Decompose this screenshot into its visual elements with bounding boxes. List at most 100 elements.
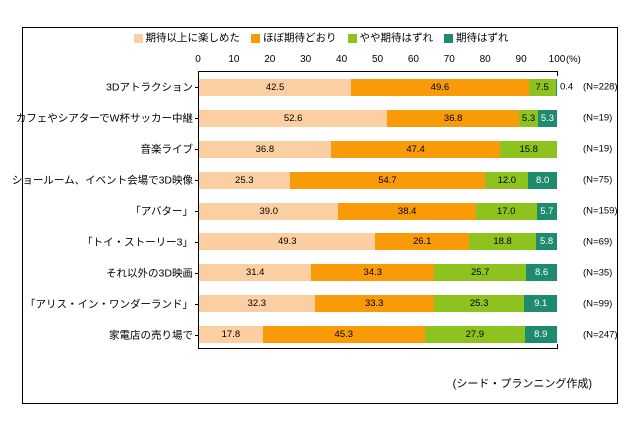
bar-segment: 5.7 (536, 202, 557, 220)
sample-size-label: (N=19) (583, 112, 613, 124)
sample-size-label: (N=69) (583, 236, 613, 248)
y-axis-tick (195, 303, 199, 305)
bar-segment: 18.8 (468, 233, 537, 251)
bar-segment: 8.9 (524, 326, 557, 344)
sample-size-label: (N=159) (583, 205, 618, 217)
category-label: ショールーム、イベント会場で3D映像 (11, 174, 193, 187)
sample-size-label: (N=99) (583, 298, 613, 310)
bar-segment: 17.8 (199, 326, 263, 344)
chart-bar-row: 「トイ・ストーリー3」 49.3 26.1 18.8 5.8 (N=69) (82, 233, 612, 251)
x-axis-tick-label: 40 (336, 54, 348, 65)
bar-segment-value: 8.0 (536, 174, 550, 186)
x-axis-tick-label: 60 (407, 54, 419, 65)
category-label: カフェやシアターでW杯サッカー中継 (15, 112, 193, 125)
chart-bar-row: 「アリス・イン・ワンダーランド」 32.3 33.3 25.3 9.1 (N=99) (25, 295, 612, 313)
y-axis-tick (195, 334, 199, 336)
square-swatch-icon (133, 33, 143, 43)
category-label: 家電店の売り場で (109, 329, 193, 342)
chart-bar-row: 音楽ライブ 36.8 47.4 15.8 (N=19) (141, 140, 612, 158)
stacked-bar: 32.3 33.3 25.3 9.1 (199, 295, 557, 313)
bar-segment: 34.3 (311, 264, 435, 282)
chart-frame: 期待以上に楽しめた ほぼ期待どおり やや期待はずれ 期待はずれ 0 10 20 30 40 50… (12, 27, 619, 404)
bar-segment: 5.3 (538, 109, 557, 127)
category-label: それ以外の3D映画 (106, 267, 193, 280)
chart-legend: 期待以上に楽しめた ほぼ期待どおり やや期待はずれ 期待はずれ (23, 33, 619, 44)
chart-bar-row: 3Dアトラクション 0.4 42.5 49.6 7.5 (N=228) (106, 78, 618, 96)
legend-label: ほぼ期待どおり (263, 32, 337, 44)
bar-segment: 42.5 (199, 78, 352, 96)
bar-segment: 36.8 (387, 109, 520, 127)
bar-segment-value: 8.9 (534, 329, 548, 341)
bar-segment-value: 8.6 (534, 267, 549, 279)
y-axis-tick (195, 272, 199, 274)
x-axis-ticks: 0 10 20 30 40 50 60 70 80 90 100 (%) (23, 54, 619, 68)
bar-segment: 32.3 (199, 295, 315, 313)
bar-segment-value: 52.6 (283, 112, 303, 124)
chart-bar-row: それ以外の3D映画 31.4 34.3 25.7 8.6 (N=35) (106, 264, 612, 282)
bar-segment: 8.6 (526, 264, 557, 282)
x-axis-tick-label: 0 (195, 54, 201, 65)
bar-segment: 15.8 (500, 140, 557, 158)
bar-segment-value: 33.3 (364, 298, 384, 310)
bar-segment: 12.0 (485, 171, 529, 189)
bar-segment-value: 12.0 (497, 174, 517, 186)
stacked-bar: 25.3 54.7 12.0 8.0 (199, 171, 557, 189)
bar-segment: 5.8 (536, 233, 557, 251)
legend-item: 期待以上に楽しめた (133, 32, 241, 44)
bar-segment: 54.7 (289, 171, 486, 189)
bar-segment: 25.3 (199, 171, 290, 189)
bar-segment: 17.0 (475, 202, 537, 220)
bar-segment: 49.3 (199, 233, 376, 251)
category-label: 「アリス・イン・ワンダーランド」 (25, 298, 193, 311)
bar-segment: 39.0 (199, 202, 339, 220)
bar-segment-value: 49.3 (277, 236, 297, 248)
sample-size-label: (N=75) (583, 174, 613, 186)
x-axis-tick-label: 90 (515, 54, 527, 65)
bar-segment: 7.5 (528, 78, 556, 96)
plot-area: 3Dアトラクション 0.4 42.5 49.6 7.5 (N=228) カフェやシアターでW… (12, 71, 618, 349)
x-axis-tick-label: 70 (443, 54, 455, 65)
stacked-bar: 17.8 45.3 27.9 8.9 (199, 326, 557, 344)
bar-segment-value: 0.4 (560, 81, 574, 93)
bar-segment-value: 25.7 (470, 267, 490, 279)
bar-segment-value: 49.6 (430, 81, 450, 93)
bar-segment: 49.6 (351, 78, 529, 96)
square-swatch-icon (444, 33, 453, 43)
bar-segment: 38.4 (338, 202, 476, 220)
bar-segment-value: 32.3 (247, 298, 267, 310)
category-label: 3Dアトラクション (106, 81, 193, 94)
legend-label: 期待以上に楽しめた (145, 32, 241, 44)
category-label: 「アバター」 (130, 205, 193, 218)
bar-segment-value: 39.0 (259, 205, 278, 217)
stacked-bar: 42.5 49.6 7.5 (199, 78, 557, 96)
chart-bar-row: ショールーム、イベント会場で3D映像 25.3 54.7 12.0 8.0 (N=75) (12, 171, 612, 189)
bar-segment-value: 27.9 (465, 329, 485, 341)
bar-segment-value: 15.8 (519, 143, 538, 155)
x-axis-tick-label: 50 (371, 54, 384, 65)
x-axis-tick-label: 20 (264, 54, 276, 65)
bar-segment: 25.7 (434, 264, 527, 282)
y-axis-tick (195, 87, 199, 89)
bar-segment-value: 18.8 (493, 236, 512, 248)
bar-segment-value: 47.4 (406, 143, 425, 155)
bar-segment: 9.1 (524, 295, 557, 313)
legend-label: 期待はずれ (456, 32, 509, 44)
bar-segment: 5.3 (519, 109, 538, 127)
legend-item: 期待はずれ (444, 33, 509, 44)
stacked-bar: 49.3 26.1 18.8 5.8 (199, 233, 557, 251)
bar-segment-value: 54.7 (378, 174, 397, 186)
x-axis-unit-label: (%) (566, 54, 581, 65)
legend-item: ほぼ期待どおり (251, 33, 337, 44)
bar-segment-value: 17.8 (221, 329, 241, 341)
bar-segment-value: 5.3 (521, 112, 536, 124)
square-swatch-icon (347, 33, 357, 43)
bar-segment: 36.8 (199, 140, 331, 158)
y-axis-tick (195, 211, 199, 212)
y-axis-tick (195, 118, 199, 120)
bar-segment-value: 36.8 (443, 112, 463, 124)
bar-segment-value: 26.1 (412, 236, 432, 248)
chart-bar-row: 「アバター」 39.0 38.4 17.0 5.7 (N=159) (130, 202, 618, 220)
y-axis-tick (195, 149, 199, 151)
y-axis-tick (195, 180, 199, 182)
